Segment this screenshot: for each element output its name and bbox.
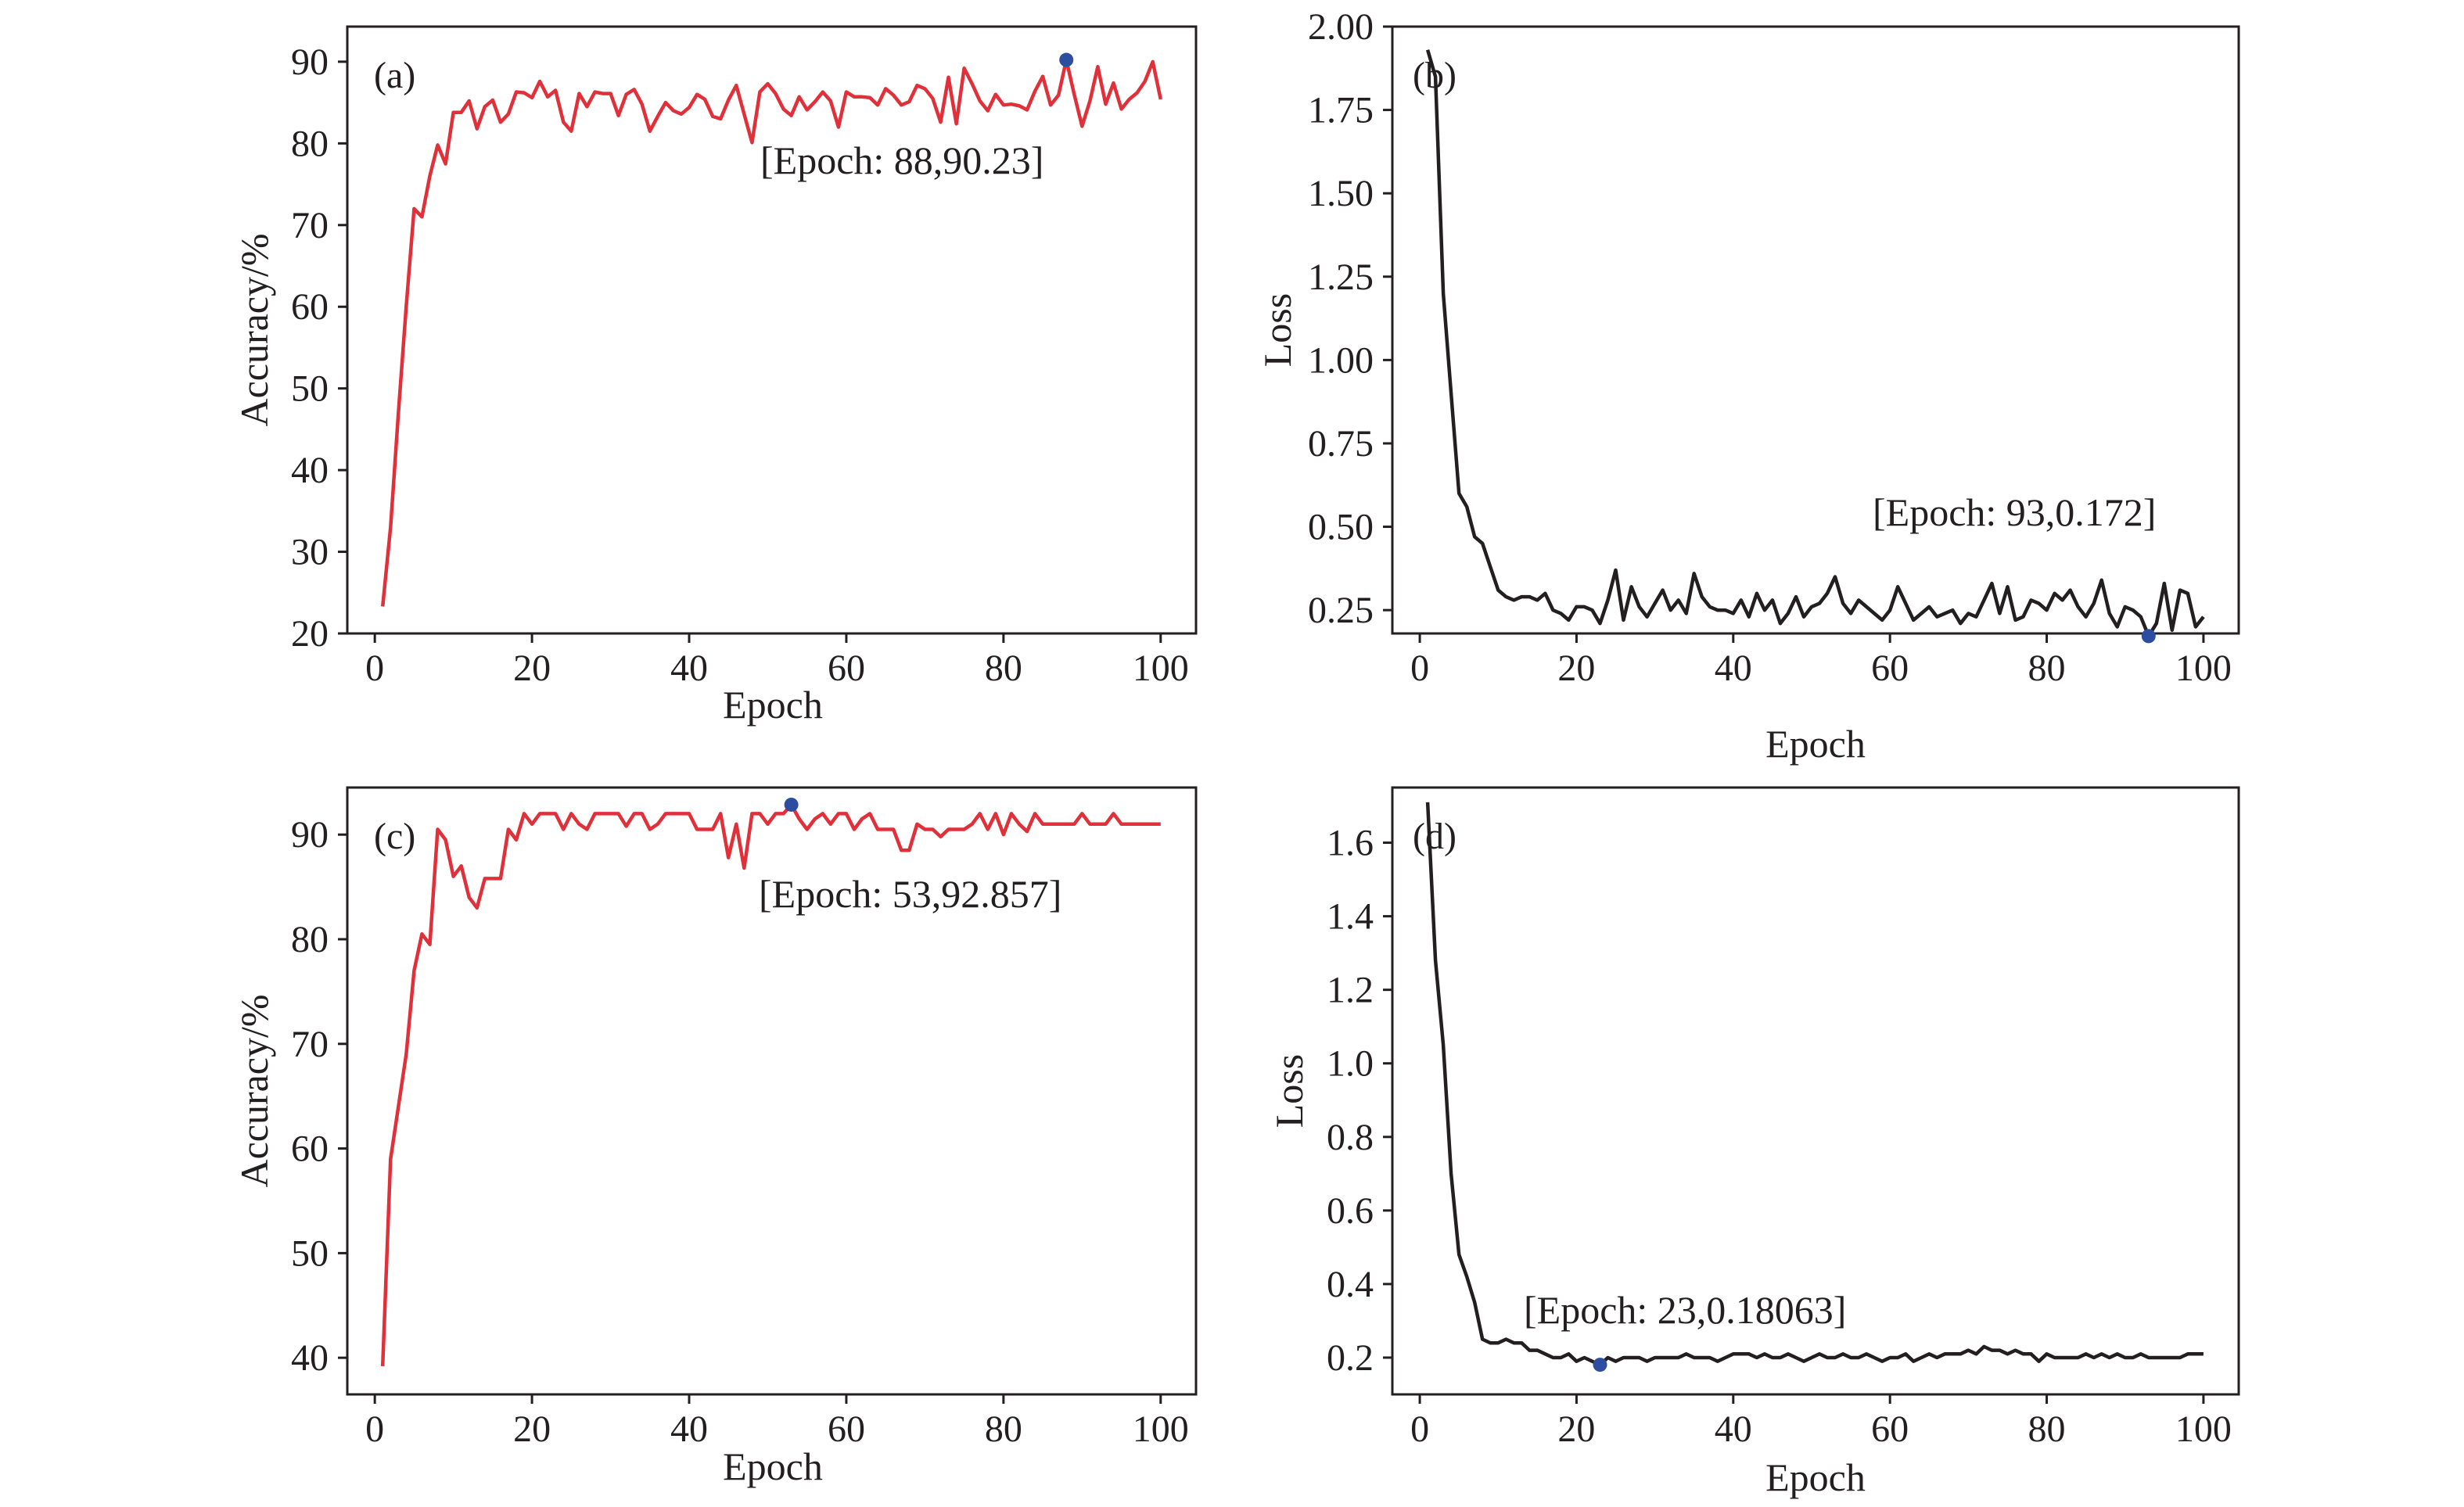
x-axis-label: Epoch — [1765, 1455, 1866, 1499]
series-line — [1425, 802, 2204, 1367]
x-tick-label: 80 — [985, 648, 1022, 689]
y-tick-label: 0.4 — [1327, 1264, 1374, 1305]
y-tick-label: 1.25 — [1308, 257, 1374, 298]
y-tick-label: 1.75 — [1308, 90, 1374, 131]
y-tick-label: 60 — [291, 286, 329, 328]
highlight-annotation: [Epoch: 88,90.23] — [760, 138, 1043, 182]
y-tick-label: 40 — [291, 450, 329, 491]
y-axis: 20 30 40 50 60 70 80 90 — [291, 41, 347, 655]
y-tick-label: 0.6 — [1327, 1190, 1374, 1232]
x-tick-label: 20 — [513, 1408, 551, 1450]
y-tick-label: 70 — [291, 1024, 329, 1065]
y-tick-label: 0.50 — [1308, 507, 1374, 548]
series-line — [1425, 49, 2205, 638]
y-tick-label: 2.00 — [1308, 6, 1374, 48]
y-tick-label: 50 — [291, 368, 329, 410]
y-tick-label: 1.00 — [1308, 339, 1374, 381]
x-axis: 0 20 40 60 80 100 — [1410, 1394, 2232, 1450]
panel-d: 0 20 40 60 80 100 0.2 0.4 0.6 0.8 1.0 1.2 1.4 1.6 (d… — [1267, 786, 2240, 1499]
x-tick-label: 100 — [1133, 1408, 1189, 1450]
x-tick-label: 60 — [1871, 1408, 1909, 1450]
panel-a: 0 20 40 60 80 100 20 30 40 50 60 70 80 90 (a) [Epoch… — [232, 25, 1198, 727]
x-tick-label: 20 — [1557, 648, 1595, 689]
panel-label: (d) — [1413, 816, 1456, 857]
y-tick-label: 90 — [291, 41, 329, 83]
series-group — [1425, 49, 2205, 644]
panel-label: (a) — [374, 55, 415, 96]
y-axis-label: Accuracy/% — [232, 994, 276, 1187]
y-tick-label: 70 — [291, 205, 329, 246]
x-axis: 0 20 40 60 80 100 — [365, 633, 1189, 689]
x-axis-label: Epoch — [723, 1444, 823, 1488]
x-tick-label: 100 — [1133, 648, 1189, 689]
y-tick-label: 40 — [291, 1337, 329, 1379]
y-tick-label: 0.8 — [1327, 1117, 1374, 1158]
y-axis: 0.25 0.50 0.75 1.00 1.25 1.50 1.75 2.00 — [1308, 6, 1392, 631]
panel-c: 0 20 40 60 80 100 40 50 60 70 80 90 (c) [Epoch: 53… — [232, 786, 1198, 1488]
x-axis: 0 20 40 60 80 100 — [1410, 633, 2232, 689]
y-axis-label: Loss — [1255, 293, 1299, 367]
y-axis: 40 50 60 70 80 90 — [291, 814, 347, 1379]
plot-frame — [1391, 786, 2240, 1396]
x-tick-label: 0 — [365, 648, 384, 689]
series-group — [380, 52, 1163, 607]
y-tick-label: 1.6 — [1327, 823, 1374, 864]
y-tick-label: 0.25 — [1308, 590, 1374, 631]
highlight-annotation: [Epoch: 93,0.172] — [1873, 490, 2156, 534]
y-tick-label: 1.0 — [1327, 1043, 1374, 1085]
y-tick-label: 80 — [291, 919, 329, 960]
plot-frame — [346, 786, 1198, 1396]
y-tick-label: 1.4 — [1327, 896, 1374, 938]
plot-frame — [1391, 25, 2240, 635]
x-tick-label: 40 — [670, 1408, 708, 1450]
panel-b: 0 20 40 60 80 100 0.25 0.50 0.75 1.00 1.25 1.50 1.7… — [1255, 6, 2240, 766]
x-axis-label: Epoch — [1765, 722, 1866, 766]
panel-label: (c) — [374, 816, 415, 857]
y-tick-label: 1.50 — [1308, 173, 1374, 214]
x-tick-label: 100 — [2175, 1408, 2232, 1450]
y-tick-label: 80 — [291, 123, 329, 164]
highlight-point — [2141, 629, 2156, 644]
y-axis-label: Loss — [1267, 1054, 1311, 1128]
x-tick-label: 80 — [2028, 1408, 2066, 1450]
x-tick-label: 60 — [828, 1408, 865, 1450]
x-tick-label: 0 — [1410, 648, 1429, 689]
x-tick-label: 0 — [365, 1408, 384, 1450]
y-tick-label: 0.75 — [1308, 423, 1374, 465]
highlight-annotation: [Epoch: 23,0.18063] — [1524, 1288, 1846, 1332]
y-axis-label: Accuracy/% — [232, 233, 276, 426]
panel-label: (b) — [1413, 55, 1456, 96]
series-group — [380, 797, 1161, 1366]
y-tick-label: 60 — [291, 1128, 329, 1170]
x-tick-label: 20 — [513, 648, 551, 689]
x-tick-label: 40 — [1715, 1408, 1752, 1450]
y-tick-label: 50 — [291, 1233, 329, 1274]
x-tick-label: 40 — [670, 648, 708, 689]
x-tick-label: 80 — [2028, 648, 2066, 689]
x-axis-label: Epoch — [723, 683, 823, 727]
plot-frame — [346, 25, 1198, 635]
y-tick-label: 20 — [291, 613, 329, 655]
x-tick-label: 100 — [2175, 648, 2232, 689]
series-line — [380, 802, 1161, 1366]
x-tick-label: 40 — [1715, 648, 1752, 689]
y-tick-label: 90 — [291, 814, 329, 856]
y-tick-label: 0.2 — [1327, 1337, 1374, 1379]
x-tick-label: 0 — [1410, 1408, 1429, 1450]
highlight-point — [1593, 1358, 1607, 1372]
x-tick-label: 60 — [828, 648, 865, 689]
y-tick-label: 1.2 — [1327, 970, 1374, 1011]
x-axis: 0 20 40 60 80 100 — [365, 1394, 1189, 1450]
series-group — [1425, 802, 2204, 1372]
y-tick-label: 30 — [291, 532, 329, 573]
highlight-point — [784, 797, 799, 812]
y-axis: 0.2 0.4 0.6 0.8 1.0 1.2 1.4 1.6 — [1327, 823, 1392, 1379]
highlight-point — [1059, 52, 1074, 67]
x-tick-label: 80 — [985, 1408, 1022, 1450]
series-line — [380, 58, 1163, 607]
highlight-annotation: [Epoch: 53,92.857] — [759, 872, 1061, 916]
x-tick-label: 60 — [1871, 648, 1909, 689]
x-tick-label: 20 — [1557, 1408, 1595, 1450]
